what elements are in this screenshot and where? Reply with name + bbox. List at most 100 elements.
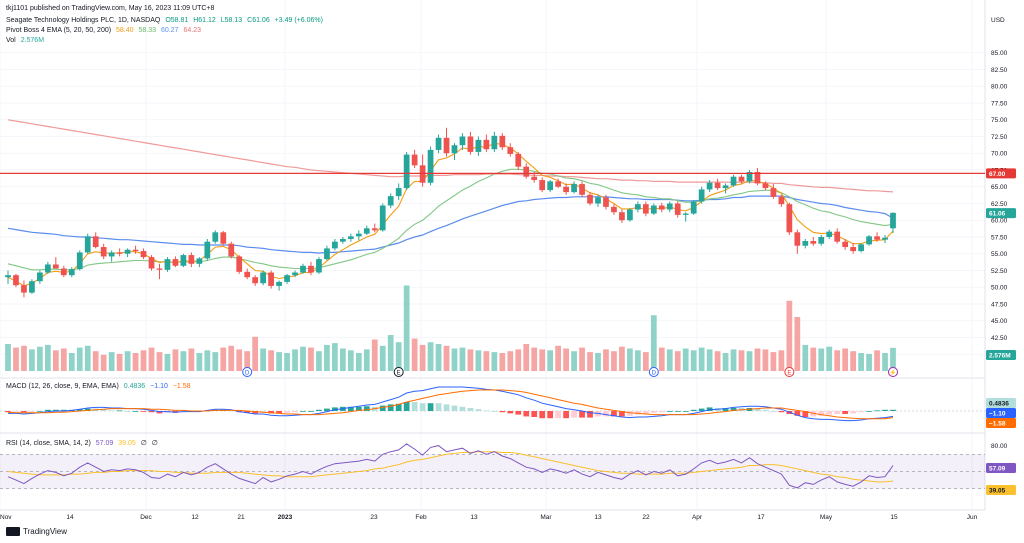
- candle-body: [403, 154, 410, 189]
- volume-bar: [220, 347, 227, 371]
- rsi-value: 57.09: [95, 440, 114, 447]
- candle-body: [204, 241, 211, 259]
- ema50-line: [7, 195, 894, 254]
- volume-bar: [555, 345, 562, 371]
- candle-body: [650, 205, 657, 214]
- macd-hist-bar: [666, 411, 673, 412]
- macd-hist-bar: [730, 408, 737, 411]
- candle-body: [196, 258, 203, 264]
- candle-body: [188, 255, 195, 264]
- macd-hist-bar: [674, 411, 681, 412]
- candle-body: [571, 184, 577, 193]
- candle-body: [866, 236, 872, 245]
- candle-body: [13, 275, 19, 286]
- volume-bar: [68, 353, 75, 371]
- candle-body: [515, 153, 522, 167]
- macd-hist-bar: [603, 411, 609, 417]
- volume-bar: [124, 351, 131, 371]
- symbol-legend[interactable]: Seagate Technology Holdings PLC, 1D, NAS…: [6, 16, 326, 25]
- volume-badge: 2.576M: [989, 352, 1011, 359]
- candle-body: [60, 268, 67, 276]
- macd-hist-bar: [690, 409, 697, 411]
- volume-bar: [37, 346, 43, 371]
- candle-body: [84, 236, 91, 253]
- time-tick-label: Feb: [415, 514, 427, 521]
- candle-body: [714, 182, 721, 189]
- macd-hist-bar: [124, 411, 131, 412]
- volume-bar: [21, 345, 27, 371]
- macd-hist-bar: [347, 406, 354, 411]
- macd-hist-bar: [244, 411, 251, 413]
- time-tick-label: Jun: [967, 514, 978, 521]
- candle-body: [308, 265, 314, 273]
- macd-hist-bar: [52, 409, 59, 411]
- volume-bar: [292, 349, 298, 371]
- volume-bar: [260, 348, 267, 371]
- macd-hist-bar: [842, 411, 849, 414]
- macd-hist-bar: [292, 411, 298, 413]
- candle-body: [754, 172, 761, 184]
- ema-legend[interactable]: Pivot Boss 4 EMA (5, 20, 50, 200) 58.40 …: [6, 26, 204, 35]
- candle-body: [794, 232, 801, 246]
- volume-bar: [212, 352, 219, 371]
- rsi-label[interactable]: RSI (14, close, SMA, 14, 2): [6, 440, 91, 447]
- brand-label: TradingView: [23, 527, 68, 536]
- event-marker-label: D: [245, 371, 250, 377]
- time-tick-label: 2023: [278, 514, 293, 521]
- symbol-name[interactable]: Seagate Technology Holdings PLC, 1D, NAS…: [6, 17, 161, 24]
- candle-body: [268, 272, 274, 286]
- macd-hist-bar: [563, 411, 569, 419]
- macd-hist-bar: [818, 411, 825, 416]
- macd-hist-bar: [76, 409, 83, 411]
- volume-bar: [579, 347, 585, 371]
- volume-bar: [491, 352, 498, 371]
- macd-line-badge-bg: [986, 408, 1016, 418]
- candle-body: [228, 243, 235, 257]
- price-tick-label: 70.00: [991, 151, 1008, 158]
- volume-bar: [746, 351, 753, 371]
- event-marker-label: ⚡: [889, 369, 896, 377]
- tradingview-logo[interactable]: TradingView: [6, 527, 67, 536]
- volume-bar: [443, 345, 450, 371]
- candle-body: [690, 201, 697, 214]
- change-value: +3.49 (+6.06%): [274, 17, 323, 24]
- candle-body: [682, 213, 689, 215]
- candle-body: [563, 186, 569, 193]
- volume-bar: [531, 347, 538, 371]
- volume-bar: [459, 347, 466, 371]
- macd-hist-bar: [419, 403, 426, 411]
- volume-bar: [316, 351, 322, 371]
- candle-body: [276, 281, 282, 286]
- rsi-legend[interactable]: RSI (14, close, SMA, 14, 2) 57.09 39.05 …: [6, 439, 161, 447]
- vol-label[interactable]: Vol: [6, 37, 16, 44]
- time-tick-label: 15: [890, 514, 898, 521]
- candle-body: [627, 209, 633, 221]
- volume-bar: [204, 350, 211, 371]
- time-axis: Nov 14 Dec 12 21 2023 23 Feb 13 Mar 13 22 Apr 17 May 15…: [0, 514, 978, 521]
- rsi-na-1: ∅: [140, 440, 147, 447]
- rsi-badge: 57.09: [989, 465, 1006, 472]
- publisher-line: tkj1101 published on TradingView.com, Ma…: [6, 5, 215, 12]
- vol-legend[interactable]: Vol 2.576M: [6, 36, 47, 45]
- macd-label[interactable]: MACD (12, 26, close, 9, EMA, EMA): [6, 383, 119, 390]
- ema-label[interactable]: Pivot Boss 4 EMA (5, 20, 50, 200): [6, 27, 112, 34]
- volume-bar: [44, 344, 51, 371]
- candle-body: [730, 176, 737, 186]
- volume-bar: [547, 350, 554, 371]
- candle-body: [37, 272, 43, 282]
- volume-bar: [13, 347, 19, 371]
- macd-hist-bar: [682, 411, 689, 412]
- volume-bar: [252, 336, 259, 371]
- macd-hist-bar: [443, 404, 450, 411]
- volume-bar: [52, 350, 59, 371]
- volume-bar: [619, 346, 625, 371]
- volume-bar: [5, 344, 11, 371]
- macd-hist-bar: [619, 411, 625, 417]
- macd-hist-bar: [547, 411, 554, 419]
- candle-body: [642, 204, 649, 214]
- macd-legend[interactable]: MACD (12, 26, close, 9, EMA, EMA) 0.4836…: [6, 383, 194, 390]
- volume-bar: [650, 315, 657, 371]
- last-price-badge-bg: [986, 208, 1016, 219]
- macd-hist-bar: [300, 411, 306, 412]
